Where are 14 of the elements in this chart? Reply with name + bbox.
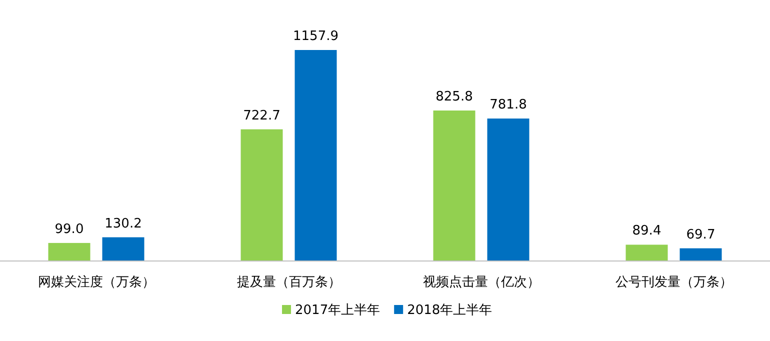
x-tick-label: 网媒关注度（万条） bbox=[38, 274, 155, 290]
data-label: 1157.9 bbox=[293, 29, 338, 44]
data-label: 781.8 bbox=[490, 98, 527, 113]
legend-label: 2018年上半年 bbox=[407, 303, 492, 318]
data-label: 130.2 bbox=[104, 216, 142, 232]
data-label: 825.8 bbox=[436, 90, 473, 105]
data-label: 99.0 bbox=[54, 222, 84, 237]
data-label: 89.4 bbox=[632, 224, 662, 239]
legend-label: 2017年上半年 bbox=[295, 303, 380, 318]
x-tick-label: 视频点击量（亿次） bbox=[422, 275, 540, 290]
x-tick-label: 公号刊发量（万条） bbox=[615, 275, 732, 290]
x-tick-label: 提及量（百万条） bbox=[236, 275, 341, 290]
data-label: 69.7 bbox=[686, 227, 716, 242]
data-label: 722.7 bbox=[243, 108, 280, 124]
